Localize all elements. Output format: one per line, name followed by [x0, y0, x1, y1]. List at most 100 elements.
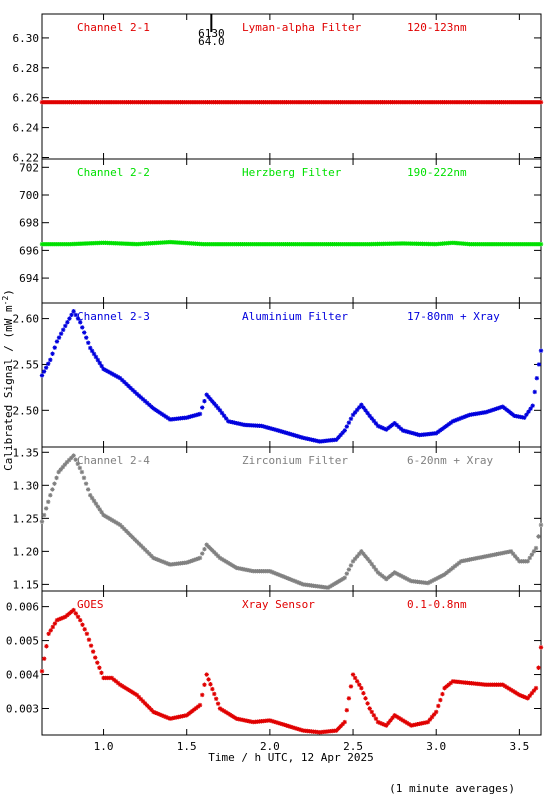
- y-tick-label: 6.30: [13, 32, 40, 45]
- data-point: [97, 665, 102, 670]
- data-point: [536, 665, 541, 670]
- data-point: [122, 526, 127, 532]
- data-point: [446, 422, 451, 427]
- data-point: [361, 691, 366, 696]
- panel-filter-label: Xray Sensor: [242, 598, 315, 611]
- data-point: [54, 618, 60, 623]
- data-point: [444, 423, 449, 428]
- data-point: [382, 722, 387, 727]
- data-point: [280, 573, 285, 579]
- data-point: [73, 611, 79, 616]
- data-point: [86, 637, 92, 642]
- data-point: [232, 564, 237, 569]
- data-point: [149, 707, 154, 712]
- data-point: [130, 690, 135, 695]
- y-axis-title-close: ): [2, 289, 15, 296]
- data-point: [215, 553, 221, 559]
- data-point: [498, 405, 503, 410]
- data-point: [111, 677, 117, 682]
- data-point: [392, 570, 397, 575]
- data-point: [538, 348, 544, 353]
- data-point: [130, 387, 135, 393]
- data-point: [346, 420, 352, 425]
- data-point: [111, 372, 117, 377]
- data-point: [342, 428, 347, 433]
- data-point: [369, 561, 374, 567]
- data-point: [159, 559, 164, 564]
- data-point: [61, 615, 66, 620]
- data-point: [159, 713, 164, 718]
- data-point: [283, 430, 289, 435]
- data-point: [346, 567, 352, 572]
- data-point: [400, 428, 406, 433]
- data-point: [352, 556, 358, 561]
- data-point: [352, 410, 358, 415]
- data-point: [228, 561, 233, 567]
- data-point: [188, 710, 193, 715]
- data-point: [93, 354, 99, 360]
- data-point: [510, 688, 516, 694]
- panel-5: 0.003 0.004 0.005 0.006 GOES Xray Sensor 0.1-0…: [6, 590, 544, 736]
- data-point: [44, 644, 49, 649]
- data-point: [161, 713, 167, 719]
- data-point: [361, 551, 366, 557]
- data-point: [529, 552, 535, 557]
- data-point: [406, 722, 412, 727]
- data-point: [375, 570, 381, 575]
- y-tick-label: 700: [19, 189, 39, 202]
- data-point: [390, 422, 395, 427]
- data-point: [521, 694, 526, 699]
- data-point: [39, 519, 45, 524]
- data-point: [436, 575, 441, 580]
- data-point: [128, 533, 133, 538]
- data-point: [132, 691, 137, 696]
- y-tick-label: 1.35: [13, 446, 40, 459]
- data-point: [213, 696, 219, 702]
- data-point: [83, 481, 89, 486]
- data-point: [80, 622, 85, 627]
- data-point: [530, 403, 535, 408]
- data-point: [463, 414, 468, 419]
- data-point: [165, 561, 171, 566]
- data-point: [287, 431, 292, 437]
- data-point: [115, 374, 121, 380]
- event-marker-label: 6130: [198, 27, 225, 40]
- data-point: [267, 568, 273, 574]
- data-point: [200, 551, 205, 556]
- data-point: [163, 560, 169, 566]
- y-tick-label: 1.20: [13, 545, 40, 558]
- data-point: [371, 713, 377, 718]
- data-point: [95, 504, 101, 509]
- data-point: [350, 672, 356, 677]
- data-point: [348, 416, 354, 421]
- data-point: [494, 406, 499, 411]
- data-point: [456, 416, 462, 422]
- data-point: [396, 715, 401, 721]
- data-point: [350, 559, 356, 564]
- data-point: [346, 696, 352, 701]
- data-point: [105, 515, 110, 520]
- data-point: [190, 413, 195, 419]
- panel-band-label: 6-20nm + Xray: [407, 454, 493, 467]
- data-point: [390, 571, 395, 577]
- data-point: [458, 415, 464, 421]
- data-point: [103, 367, 108, 373]
- data-point: [153, 407, 158, 413]
- data-point: [394, 422, 399, 428]
- data-point: [91, 498, 97, 504]
- panel-filter-label: Aluminium Filter: [242, 310, 348, 323]
- y-axis-title-main: Calibrated Signal / (mW m: [2, 305, 15, 471]
- data-point: [444, 570, 449, 576]
- data-point: [523, 695, 528, 700]
- data-point: [134, 692, 140, 698]
- data-point: [48, 628, 53, 633]
- data-point: [492, 407, 497, 412]
- data-point: [434, 709, 439, 715]
- data-point: [267, 425, 273, 431]
- data-point: [200, 405, 205, 410]
- event-marker-label: 64.0: [198, 35, 225, 48]
- data-point: [138, 543, 144, 548]
- data-point: [461, 415, 466, 420]
- data-point: [210, 399, 215, 404]
